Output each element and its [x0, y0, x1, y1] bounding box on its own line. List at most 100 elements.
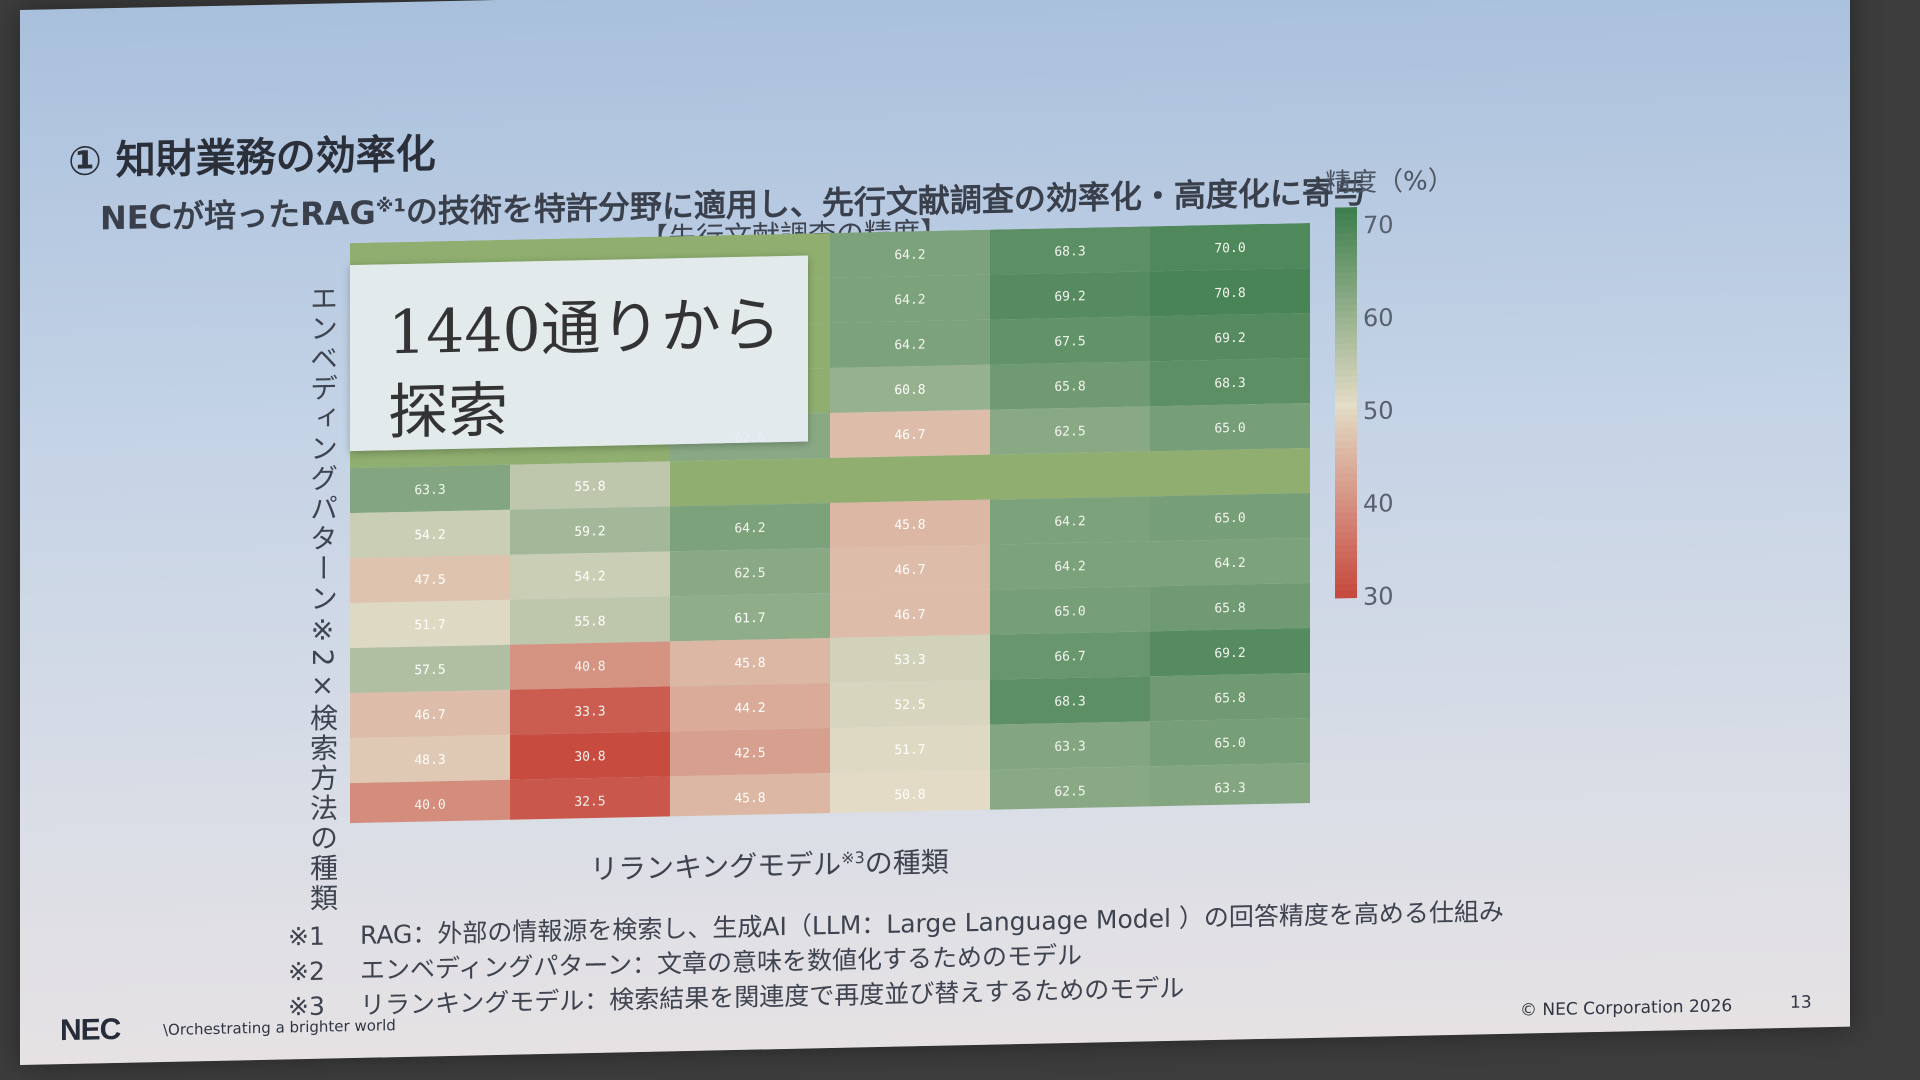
heatmap-cell-label: 63.3 [1054, 739, 1085, 755]
colorbar-segment [1335, 258, 1357, 267]
heatmap-cell-label: 68.3 [1054, 694, 1085, 710]
heatmap-cell-label: 67.5 [1054, 334, 1085, 350]
heatmap-cell [990, 721, 1150, 770]
heatmap-cell-label: 30.8 [574, 749, 605, 765]
colorbar-segment [1335, 310, 1357, 319]
overlay-callout: 1440通りから 探索 [350, 255, 808, 452]
colorbar: 70 60 50 40 30 [1335, 206, 1394, 611]
colorbar-segment [1335, 375, 1357, 384]
heatmap-cell [1150, 312, 1310, 362]
heatmap-cell [670, 638, 830, 687]
heatmap-cell-label: 45.8 [734, 791, 765, 807]
heatmap-cell [1150, 582, 1310, 632]
colorbar-segment [1335, 557, 1357, 566]
page-number: 13 [1790, 992, 1812, 1013]
heatmap-cell-label: 64.2 [1054, 559, 1085, 575]
colorbar-segment [1335, 473, 1357, 482]
colorbar-segment [1335, 525, 1357, 534]
heatmap-cell-label: 64.2 [1054, 514, 1085, 530]
heatmap-cell [990, 271, 1150, 320]
colorbar-segment [1335, 252, 1357, 261]
heatmap-cell-label: 51.7 [894, 743, 925, 759]
heatmap-cell-label: 46.7 [894, 563, 925, 579]
heatmap-cell-label: 68.3 [1214, 376, 1245, 392]
heatmap-cell [1150, 762, 1310, 812]
heatmap-cell [350, 779, 510, 824]
heatmap-cell [1150, 447, 1310, 497]
heatmap-cell [830, 409, 990, 459]
heatmap-cell-label: 62.5 [1054, 784, 1085, 800]
heatmap-cell [830, 769, 990, 819]
colorbar-segment [1335, 466, 1357, 475]
heatmap-cell-label: 65.8 [1214, 691, 1245, 707]
heatmap-cell-label: 45.8 [894, 518, 925, 534]
heatmap-cell-label: 65.0 [1214, 736, 1245, 752]
colorbar-segment [1335, 317, 1357, 326]
heatmap-cell-label: 68.3 [1054, 244, 1085, 260]
heatmap-cell [510, 641, 670, 690]
colorbar-segment [1335, 538, 1357, 547]
heatmap-cell-label: 69.2 [1214, 646, 1245, 662]
colorbar-segment [1335, 271, 1357, 280]
colorbar-segment [1335, 492, 1357, 501]
colorbar-segment [1335, 297, 1357, 306]
heatmap-cell-label: 62.5 [734, 566, 765, 582]
heatmap-cell-label: 46.7 [894, 428, 925, 444]
colorbar-segment [1335, 291, 1357, 300]
subtitle-part-a: NECが培ったRAG [100, 193, 376, 238]
colorbar-segment [1335, 590, 1357, 599]
overlay-line-1: 1440通りから [388, 290, 781, 369]
heatmap-cell-label: 60.8 [894, 383, 925, 399]
colorbar-segment [1335, 512, 1357, 521]
heatmap-cell [990, 766, 1150, 815]
colorbar-segment [1335, 427, 1357, 436]
colorbar-segment [1335, 486, 1357, 495]
heatmap-cell-label: 47.5 [414, 573, 445, 589]
colorbar-segment [1335, 531, 1357, 540]
colorbar-segment [1335, 304, 1357, 313]
heatmap-cell [350, 644, 510, 694]
colorbar-segment [1335, 323, 1357, 332]
colorbar-tick-label: 60 [1363, 304, 1394, 333]
heatmap-cell [510, 776, 670, 824]
colorbar-segment [1335, 421, 1357, 430]
heatmap-cell [510, 731, 670, 780]
colorbar-segment [1335, 284, 1357, 293]
subtitle-footnote-mark: ※1 [375, 195, 406, 217]
heatmap-cell-label: 59.2 [574, 524, 605, 540]
colorbar-segment [1335, 408, 1357, 417]
heatmap-cell [350, 464, 510, 514]
heatmap-cell [1150, 672, 1310, 722]
overlay-line-2: 探索 [388, 375, 508, 449]
heatmap-cell [830, 634, 990, 684]
heatmap-cell [1150, 222, 1310, 272]
heatmap-cell [990, 541, 1150, 590]
slide-title: ① 知財業務の効率化 [68, 131, 436, 185]
heatmap-cell-label: 64.2 [894, 338, 925, 354]
heatmap-cell [1150, 492, 1310, 542]
heatmap-cell-label: 65.8 [1054, 379, 1085, 395]
colorbar-segment [1335, 278, 1357, 287]
colorbar-segment [1335, 583, 1357, 592]
x-axis-label-mark: ※3 [841, 847, 865, 868]
heatmap-cell-label: 64.2 [734, 521, 765, 537]
heatmap-cell-label: 45.8 [734, 656, 765, 672]
footnotes: ※1 RAG：外部の情報源を検索し、生成AI（LLM：Large Language… [288, 894, 1504, 1024]
heatmap-cell-label: 33.3 [574, 704, 605, 720]
heatmap-cell-label: 55.8 [574, 479, 605, 495]
heatmap-cell-label: 42.5 [734, 746, 765, 762]
heatmap-cell-label: 63.3 [1214, 781, 1245, 797]
heatmap-cell [990, 361, 1150, 410]
heatmap-cell [1150, 357, 1310, 407]
x-axis-label-a: リランキングモデル [590, 847, 842, 887]
heatmap-cell [670, 683, 830, 732]
heatmap-cell [830, 364, 990, 414]
heatmap-cell-label: 55.8 [574, 614, 605, 630]
heatmap-cell [1150, 402, 1310, 452]
heatmap-cell [830, 274, 990, 324]
heatmap-cell-label: 46.7 [414, 708, 445, 724]
heatmap-cell-label: 32.5 [574, 794, 605, 810]
heatmap-cell [830, 229, 990, 279]
heatmap-cell [830, 544, 990, 594]
heatmap-cell-label: 64.2 [894, 293, 925, 309]
